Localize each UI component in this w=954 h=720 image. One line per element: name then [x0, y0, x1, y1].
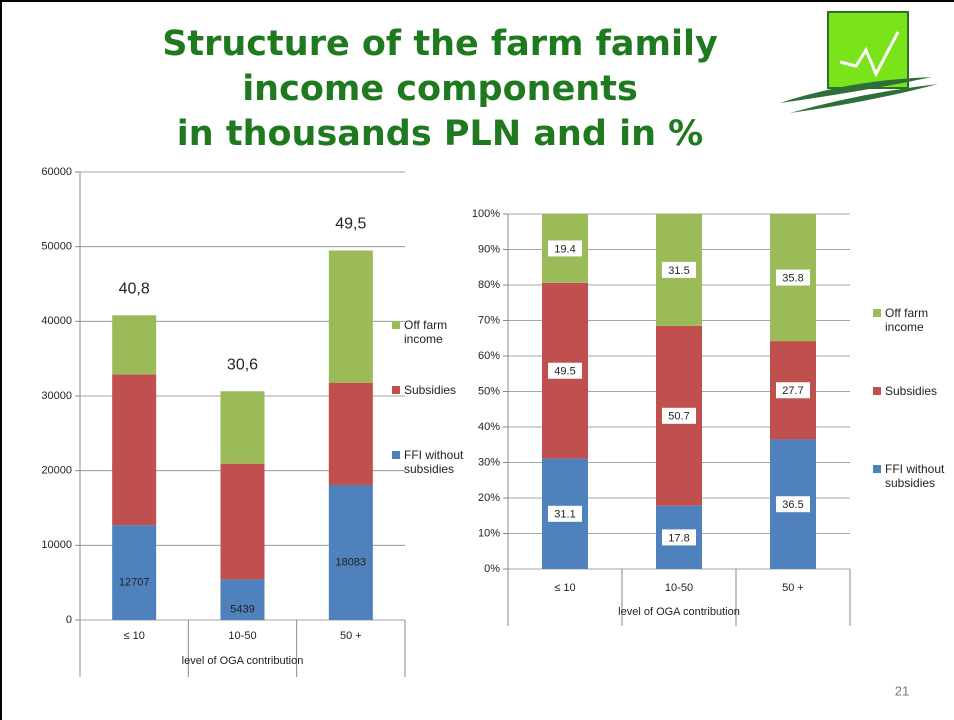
- bar-segment: [112, 525, 157, 620]
- title-line: Structure of the farm family: [162, 24, 718, 64]
- total-label: 30,6: [227, 356, 258, 373]
- x-tick-label: 10-50: [228, 630, 256, 642]
- value-label: 27.7: [782, 385, 803, 397]
- value-label-box: [776, 269, 810, 286]
- y-tick-label: 80%: [478, 279, 500, 291]
- value-label: 31.5: [668, 265, 689, 277]
- total-label: 49,5: [335, 216, 366, 233]
- y-tick-label: 0: [66, 614, 72, 626]
- value-label: 17.8: [668, 532, 689, 544]
- x-axis-title: level of OGA contribution: [182, 655, 304, 667]
- value-label-box: [548, 505, 582, 522]
- y-tick-label: 20000: [41, 465, 72, 477]
- legend-swatch: [873, 387, 881, 395]
- legend-entry: Subsidies: [873, 384, 954, 398]
- value-label-box: [548, 362, 582, 379]
- value-label: 50.7: [668, 411, 689, 423]
- y-tick-label: 20%: [478, 492, 500, 504]
- legend-label: FFI without subsidies: [404, 448, 464, 476]
- y-tick-label: 90%: [478, 243, 500, 255]
- bar-segment: [112, 315, 157, 375]
- x-tick-label: 50 +: [340, 630, 362, 642]
- y-tick-label: 30%: [478, 456, 500, 468]
- value-label-box: [776, 496, 810, 513]
- x-tick-label: 50 +: [782, 582, 804, 594]
- y-tick-label: 10%: [478, 527, 500, 539]
- legend-label: Subsidies: [885, 384, 938, 398]
- legend-label: FFI without subsidies: [885, 462, 945, 490]
- y-tick-label: 30000: [41, 390, 72, 402]
- bar-segment: [220, 391, 265, 464]
- page-number: 21: [895, 683, 909, 698]
- value-label-box: [662, 529, 696, 546]
- value-label-box: [548, 240, 582, 257]
- value-label: 35.8: [782, 272, 803, 284]
- y-tick-label: 70%: [478, 314, 500, 326]
- x-tick-label: ≤ 10: [554, 582, 575, 594]
- bar-segment: [112, 374, 157, 526]
- x-tick-label: 10-50: [665, 582, 693, 594]
- bar-segment: [328, 484, 373, 620]
- value-label: 5439: [230, 604, 254, 616]
- legend-entry: Subsidies: [392, 383, 476, 397]
- total-label: 40,8: [119, 281, 150, 298]
- y-tick-label: 50000: [41, 241, 72, 253]
- y-tick-label: 40000: [41, 315, 72, 327]
- legend-swatch: [873, 465, 881, 473]
- legend-entry: Off farm income: [392, 318, 476, 346]
- bar-segment: [328, 250, 373, 383]
- logo: [780, 11, 938, 113]
- legend-label: Off farm income: [404, 318, 448, 346]
- bar-segment: [220, 579, 265, 620]
- bar-segment: [220, 463, 265, 580]
- value-label: 18083: [336, 556, 367, 568]
- y-tick-label: 50%: [478, 385, 500, 397]
- legend-entry: FFI without subsidies: [392, 448, 476, 476]
- title-line: in thousands PLN and in %: [176, 114, 704, 154]
- legend-label: Subsidies: [404, 383, 457, 397]
- value-label-box: [662, 261, 696, 278]
- title-line: income components: [242, 69, 638, 109]
- legend-swatch: [392, 451, 400, 459]
- legend-entry: Off farm income: [873, 306, 954, 334]
- legend-swatch: [392, 321, 400, 329]
- value-label: 19.4: [554, 243, 575, 255]
- y-tick-label: 40%: [478, 421, 500, 433]
- value-label: 49.5: [554, 366, 575, 378]
- legend-swatch: [873, 309, 881, 317]
- value-label: 12707: [119, 576, 150, 588]
- y-tick-label: 0%: [484, 563, 500, 575]
- legend-label: Off farm income: [885, 306, 929, 334]
- y-tick-label: 100%: [472, 208, 500, 220]
- bar-segment: [328, 382, 373, 485]
- value-label: 31.1: [554, 509, 575, 521]
- y-tick-label: 10000: [41, 539, 72, 551]
- legend-entry: FFI without subsidies: [873, 462, 954, 490]
- y-tick-label: 60%: [478, 350, 500, 362]
- value-label: 36.5: [782, 499, 803, 511]
- y-tick-label: 60000: [41, 166, 72, 178]
- x-axis-title: level of OGA contribution: [618, 606, 740, 618]
- legend-swatch: [392, 386, 400, 394]
- value-label-box: [776, 382, 810, 399]
- value-label-box: [662, 407, 696, 424]
- x-tick-label: ≤ 10: [123, 630, 144, 642]
